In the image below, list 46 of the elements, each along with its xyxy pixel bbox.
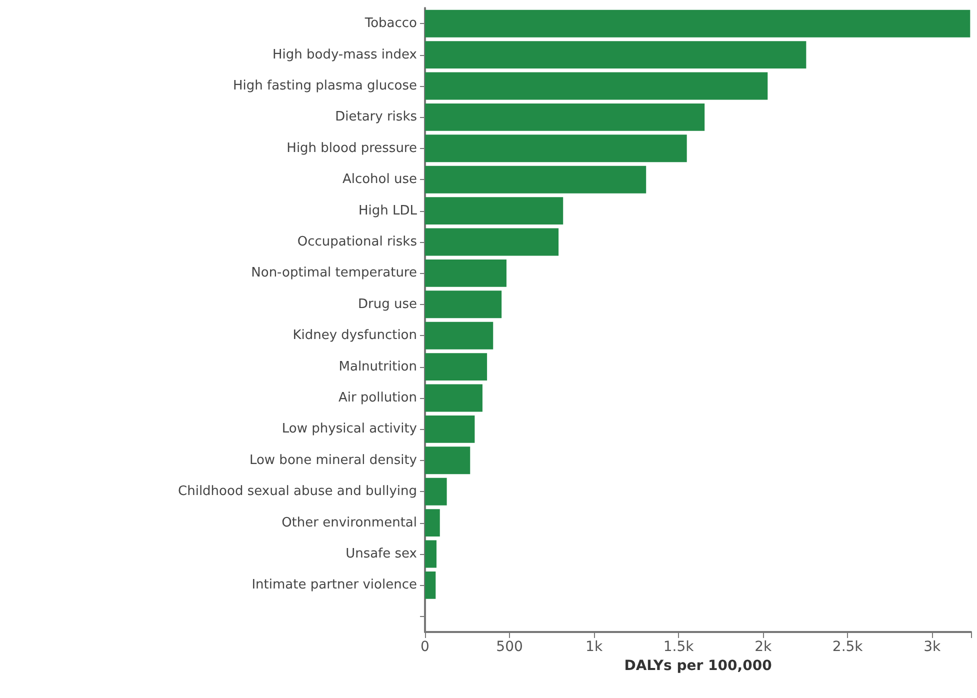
y-tick-label: Drug use [358, 296, 417, 312]
y-tick-label: High fasting plasma glucose [233, 78, 417, 94]
bar [425, 478, 447, 506]
bar [425, 322, 494, 350]
x-axis-title: DALYs per 100,000 [624, 658, 772, 674]
y-tick-label: Kidney dysfunction [292, 328, 417, 344]
bar [425, 384, 482, 412]
bar [425, 103, 705, 131]
y-tick-label: Intimate partner violence [252, 578, 417, 593]
x-tick-label: 1.5k [663, 639, 695, 655]
y-tick-label: Dietary risks [335, 110, 418, 125]
bar [425, 134, 687, 162]
x-tick-label: 3k [924, 639, 942, 655]
bar [425, 259, 506, 287]
y-tick-label: Non-optimal temperature [251, 266, 417, 281]
bar [425, 290, 502, 318]
bar [425, 353, 488, 381]
bar [425, 571, 436, 599]
y-tick-label: Tobacco [364, 16, 418, 32]
y-tick-label: Occupational risks [297, 234, 418, 250]
y-tick-label: Low physical activity [282, 422, 418, 437]
bar [425, 197, 564, 225]
y-tick-label: Low bone mineral density [249, 452, 418, 468]
bar [425, 72, 768, 100]
y-tick-label: High body-mass index [272, 47, 418, 62]
bar [425, 166, 646, 194]
bar [425, 41, 806, 69]
y-tick-label: Unsafe sex [346, 546, 418, 562]
bar [425, 415, 475, 443]
x-tick-label: 0 [420, 639, 430, 655]
bar [425, 509, 440, 537]
bar [425, 10, 970, 38]
bar [425, 446, 470, 474]
x-tick-label: 2k [754, 639, 772, 655]
y-tick-label: Childhood sexual abuse and bullying [178, 484, 417, 500]
bar [425, 540, 436, 568]
x-tick-label: 500 [496, 639, 523, 655]
bar [425, 228, 559, 256]
x-tick-label: 2.5k [832, 639, 864, 655]
y-tick-label: Alcohol use [342, 172, 417, 188]
y-tick-label: Air pollution [338, 390, 417, 406]
x-tick-label: 1k [586, 639, 604, 655]
y-tick-label: High LDL [358, 203, 418, 218]
y-tick-label: Other environmental [282, 515, 417, 530]
y-tick-label: Malnutrition [338, 359, 417, 374]
y-tick-label: High blood pressure [286, 140, 417, 156]
